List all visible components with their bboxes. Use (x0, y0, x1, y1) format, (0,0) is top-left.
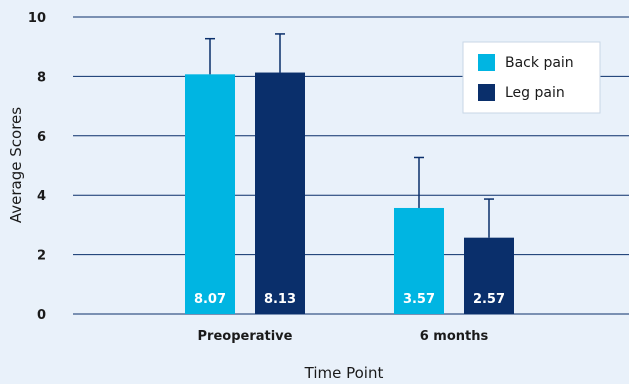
gridlines (73, 16, 629, 315)
y-tick-label: 10 (28, 11, 46, 26)
y-axis-title: Average Scores (7, 107, 25, 223)
legend-box (462, 41, 601, 114)
bars (185, 72, 514, 314)
bar-leg-pain-0 (255, 72, 305, 314)
y-tick-label: 6 (37, 130, 46, 145)
bar-value-label: 8.13 (264, 292, 296, 307)
bar-value-label: 3.57 (403, 292, 435, 307)
y-tick-label: 0 (37, 308, 46, 323)
legend-label-leg-pain: Leg pain (505, 85, 565, 101)
y-tick-label: 2 (37, 249, 46, 264)
error-bars (205, 33, 494, 238)
bar-value-label: 8.07 (194, 292, 226, 307)
bar-back-pain-0 (185, 74, 235, 314)
legend-swatch-leg-pain (478, 84, 495, 101)
bar-value-labels: 8.07 8.13 3.57 2.57 (194, 292, 505, 307)
x-axis-title: Time Point (304, 364, 384, 382)
y-tick-label: 8 (37, 70, 46, 85)
legend-label-back-pain: Back pain (505, 55, 574, 71)
y-tick-labels: 0 2 4 6 8 10 (28, 11, 46, 323)
y-tick-label: 4 (37, 189, 46, 204)
bar-back-pain-1 (394, 207, 444, 314)
legend: Back pain Leg pain (462, 41, 601, 114)
category-label: 6 months (420, 329, 489, 344)
bar-value-label: 2.57 (473, 292, 505, 307)
bar-leg-pain-1 (464, 237, 514, 314)
category-label: Preoperative (198, 329, 293, 344)
category-labels: Preoperative 6 months (198, 329, 489, 344)
legend-swatch-back-pain (478, 54, 495, 71)
